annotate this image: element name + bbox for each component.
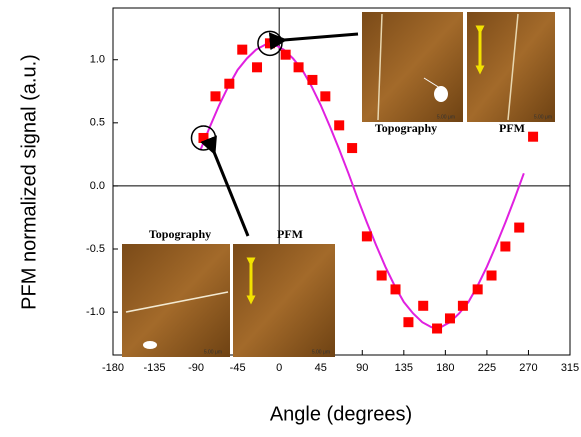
data-point: [237, 45, 247, 55]
inset-bottom: Topography PFM 5.00 μm 5.00 μm: [122, 227, 335, 357]
x-tick-label: -135: [144, 362, 166, 374]
scale-label: 5.00 μm: [204, 349, 222, 355]
y-tick-label: 1.0: [90, 54, 105, 66]
data-point: [418, 301, 428, 311]
pointer-arrow: [284, 34, 358, 40]
inset-label: Topography: [149, 227, 211, 241]
data-point: [487, 271, 497, 281]
inset-image: [362, 12, 463, 122]
data-point: [294, 62, 304, 72]
feature: [143, 341, 157, 349]
data-point: [403, 317, 413, 327]
data-point: [432, 324, 442, 334]
data-point: [528, 132, 538, 142]
data-point: [500, 241, 510, 251]
y-axis-title: PFM normalized signal (a.u.): [18, 54, 40, 310]
inset-image: [233, 244, 335, 357]
data-point: [198, 133, 208, 143]
data-point: [281, 50, 291, 60]
x-tick-label: 180: [436, 362, 454, 374]
y-tick-label: -1.0: [86, 306, 105, 318]
x-tick-label: 270: [519, 362, 537, 374]
inset-label: Topography: [375, 121, 437, 135]
x-tick-label: 90: [356, 362, 368, 374]
x-tick-label: -90: [188, 362, 204, 374]
data-point: [307, 75, 317, 85]
y-tick-label: 0.5: [90, 117, 105, 129]
data-point: [458, 301, 468, 311]
inset-image: [122, 244, 230, 357]
y-tick-label: -0.5: [86, 243, 105, 255]
data-point: [391, 284, 401, 294]
chart: -180 -135 -90 -45 0 45 90 135 180 225 270 315 -1.0 -0…: [0, 0, 581, 437]
data-point: [514, 223, 524, 233]
pointer-arrow: [214, 152, 248, 236]
x-tick-label: 225: [478, 362, 496, 374]
scale-label: 5.00 μm: [437, 114, 455, 120]
data-point: [252, 62, 262, 72]
x-tick-label: -180: [102, 362, 124, 374]
data-point: [362, 231, 372, 241]
data-point: [320, 91, 330, 101]
data-point: [265, 38, 275, 48]
x-tick-label: 315: [561, 362, 579, 374]
y-tick-label: 0.0: [90, 180, 105, 192]
x-tick-label: -45: [230, 362, 246, 374]
inset-label: PFM: [277, 227, 303, 241]
data-point: [224, 79, 234, 89]
x-tick-label: 0: [276, 362, 282, 374]
x-tick-label: 135: [395, 362, 413, 374]
inset-label: PFM: [499, 121, 525, 135]
data-point: [473, 284, 483, 294]
inset-top: Topography PFM 5.00 μm 5.00 μm: [362, 12, 555, 135]
data-point: [347, 143, 357, 153]
scale-label: 5.00 μm: [312, 349, 330, 355]
x-tick-label: 45: [315, 362, 327, 374]
data-point: [445, 313, 455, 323]
data-point: [210, 91, 220, 101]
feature: [434, 86, 448, 102]
data-point: [377, 271, 387, 281]
data-point: [334, 120, 344, 130]
x-axis-title: Angle (degrees): [270, 403, 412, 425]
scale-label: 5.00 μm: [534, 114, 552, 120]
